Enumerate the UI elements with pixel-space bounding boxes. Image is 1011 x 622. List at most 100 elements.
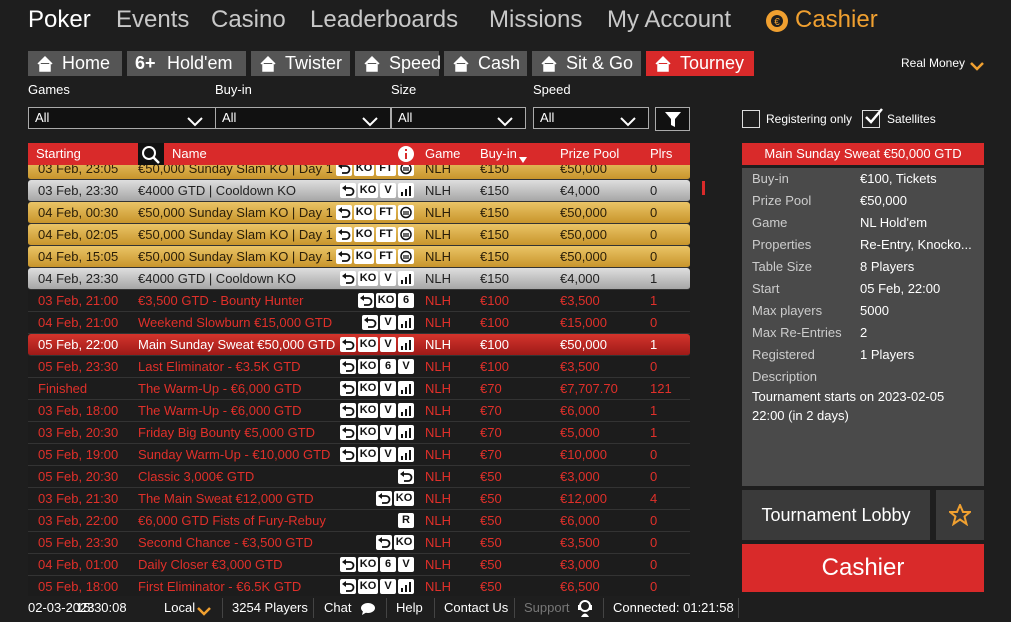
- filter-label: Games: [28, 82, 70, 97]
- tournament-name: Last Eliminator - €3.5K GTD: [138, 359, 301, 374]
- badge-icon-svg: [340, 425, 356, 440]
- badge-icon-svg: [340, 579, 356, 594]
- table-row[interactable]: 05 Feb, 22:00 Main Sunday Sweat €50,000 G…: [28, 334, 690, 356]
- start-time: 03 Feb, 21:30: [38, 491, 119, 506]
- filter-select[interactable]: All: [28, 107, 216, 129]
- badge-icon: [340, 381, 356, 402]
- table-row[interactable]: 03 Feb, 23:30 €4000 GTD | Cooldown KO NLH €…: [28, 180, 690, 202]
- badge-icon: [398, 205, 414, 226]
- tab[interactable]: Cash: [444, 51, 527, 76]
- filter-select[interactable]: All: [215, 107, 391, 129]
- checkbox[interactable]: [862, 108, 883, 128]
- details-title: Main Sunday Sweat €50,000 GTD: [742, 143, 984, 165]
- table-row[interactable]: 03 Feb, 21:00 €3,500 GTD - Bounty Hunter N…: [28, 290, 690, 312]
- buy-in: €50: [480, 491, 502, 506]
- nav-item[interactable]: Missions: [489, 6, 583, 33]
- table-row[interactable]: 03 Feb, 22:00 €6,000 GTD Fists of Fury-Re…: [28, 510, 690, 532]
- column-header[interactable]: Plrs: [650, 146, 673, 161]
- cashier-button[interactable]: Cashier: [742, 544, 984, 592]
- badge-icon-svg: [398, 403, 414, 418]
- badge-icon: [398, 249, 414, 270]
- badge: KO: [394, 491, 414, 506]
- footer-chat[interactable]: Chat: [324, 600, 352, 615]
- tab-icon-svg: [364, 55, 380, 72]
- tab[interactable]: Speed: [355, 51, 442, 76]
- buy-in: €50: [480, 579, 502, 594]
- table-row[interactable]: 03 Feb, 21:30 The Main Sweat €12,000 GTD N…: [28, 488, 690, 510]
- badge-icon-svg: [398, 447, 414, 462]
- badge-icon-svg: [398, 579, 414, 594]
- checkbox-label[interactable]: Registering only: [766, 112, 853, 126]
- checkbox-label[interactable]: Satellites: [887, 112, 936, 126]
- table-row[interactable]: 03 Feb, 23:05 €50,000 Sunday Slam KO | Da…: [28, 165, 690, 180]
- buy-in: €100: [480, 359, 509, 374]
- table-row[interactable]: Finished The Warm-Up - €6,000 GTD NLH €70 €7…: [28, 378, 690, 400]
- tournament-name: Sunday Warm-Up - €10,000 GTD: [138, 447, 331, 462]
- nav-item[interactable]: Poker: [28, 6, 91, 33]
- table-row[interactable]: 04 Feb, 21:00 Weekend Slowburn €15,000 GT…: [28, 312, 690, 334]
- favorite-button[interactable]: [936, 490, 984, 540]
- lobby-button[interactable]: Tournament Lobby: [742, 490, 930, 540]
- badge-icon: [340, 447, 356, 468]
- tournament-name: €6,000 GTD Fists of Fury-Rebuy: [138, 513, 326, 528]
- mode-selector[interactable]: Real Money: [901, 56, 966, 70]
- select-caret-svg: [187, 117, 203, 127]
- nav-item[interactable]: Leaderboards: [310, 6, 459, 33]
- table-row[interactable]: 03 Feb, 20:30 Friday Big Bounty €5,000 GT…: [28, 422, 690, 444]
- checkbox[interactable]: [742, 110, 760, 128]
- game: NLH: [425, 579, 452, 594]
- players: 1: [650, 337, 658, 352]
- tab[interactable]: Sit & Go: [532, 51, 641, 76]
- footer-support[interactable]: Support: [524, 600, 570, 615]
- badge-icon-svg: [336, 227, 352, 242]
- badge-icon-svg: [336, 165, 352, 176]
- column-header[interactable]: Name: [172, 146, 207, 161]
- tournament-name: €50,000 Sunday Slam KO | Day 1: [138, 227, 333, 242]
- tab[interactable]: Home: [28, 51, 122, 76]
- tab-label: Speed: [389, 53, 442, 73]
- column-header[interactable]: Starting: [36, 146, 81, 161]
- game: NLH: [425, 469, 452, 484]
- tab[interactable]: Hold'em 6+: [127, 51, 246, 76]
- table-row[interactable]: 04 Feb, 23:30 €4000 GTD | Cooldown KO NLH €…: [28, 268, 690, 290]
- tab[interactable]: Tourney: [646, 51, 754, 76]
- start-time: 04 Feb, 00:30: [38, 205, 119, 220]
- nav-item[interactable]: Cashier: [795, 6, 878, 33]
- game: NLH: [425, 513, 452, 528]
- badge-icon-svg: [336, 205, 352, 220]
- footer-timezone[interactable]: Local: [164, 600, 196, 615]
- start-time: 03 Feb, 20:30: [38, 425, 119, 440]
- badge: V: [380, 381, 396, 396]
- table-row[interactable]: 03 Feb, 18:00 The Warm-Up - €6,000 GTD NLH…: [28, 400, 690, 422]
- badge: 6: [380, 359, 396, 374]
- table-row[interactable]: 04 Feb, 15:05 €50,000 Sunday Slam KO | Da…: [28, 246, 690, 268]
- detail-value: 1 Players: [860, 347, 915, 362]
- nav-item[interactable]: Events: [116, 6, 190, 33]
- badge-icon-svg: [398, 469, 414, 484]
- filter-button[interactable]: [655, 107, 690, 131]
- filter-select[interactable]: All: [391, 107, 526, 129]
- filter-select[interactable]: All: [533, 107, 649, 129]
- players: 0: [650, 535, 658, 550]
- table-row[interactable]: 05 Feb, 23:30 Second Chance - €3,500 GTD N…: [28, 532, 690, 554]
- table-row[interactable]: 05 Feb, 18:00 First Eliminator - €6.5K GT…: [28, 576, 690, 596]
- table-row[interactable]: 04 Feb, 00:30 €50,000 Sunday Slam KO | Da…: [28, 202, 690, 224]
- table-row[interactable]: 04 Feb, 02:05 €50,000 Sunday Slam KO | Da…: [28, 224, 690, 246]
- nav-item[interactable]: Casino: [211, 6, 286, 33]
- tab-icon: [452, 55, 470, 80]
- detail-label: Properties: [752, 237, 812, 252]
- column-header[interactable]: Prize Pool: [560, 146, 620, 161]
- badge: V: [380, 183, 396, 198]
- column-header[interactable]: Game: [425, 146, 461, 161]
- tab[interactable]: Twister: [251, 51, 350, 76]
- table-row[interactable]: 05 Feb, 20:30 Classic 3,000€ GTD NLH €50 €3,…: [28, 466, 690, 488]
- nav-item[interactable]: My Account: [607, 6, 732, 33]
- table-row[interactable]: 05 Feb, 19:00 Sunday Warm-Up - €10,000 GT…: [28, 444, 690, 466]
- column-header[interactable]: Buy-in: [480, 146, 517, 161]
- chat-icon-svg: [361, 603, 375, 615]
- footer-help[interactable]: Help: [396, 600, 423, 615]
- table-row[interactable]: 04 Feb, 01:00 Daily Closer €3,000 GTD NLH €…: [28, 554, 690, 576]
- table-row[interactable]: 05 Feb, 23:30 Last Eliminator - €3.5K GTD…: [28, 356, 690, 378]
- footer-contact[interactable]: Contact Us: [444, 600, 509, 615]
- footer-connection: Connected: 01:21:58: [613, 600, 734, 615]
